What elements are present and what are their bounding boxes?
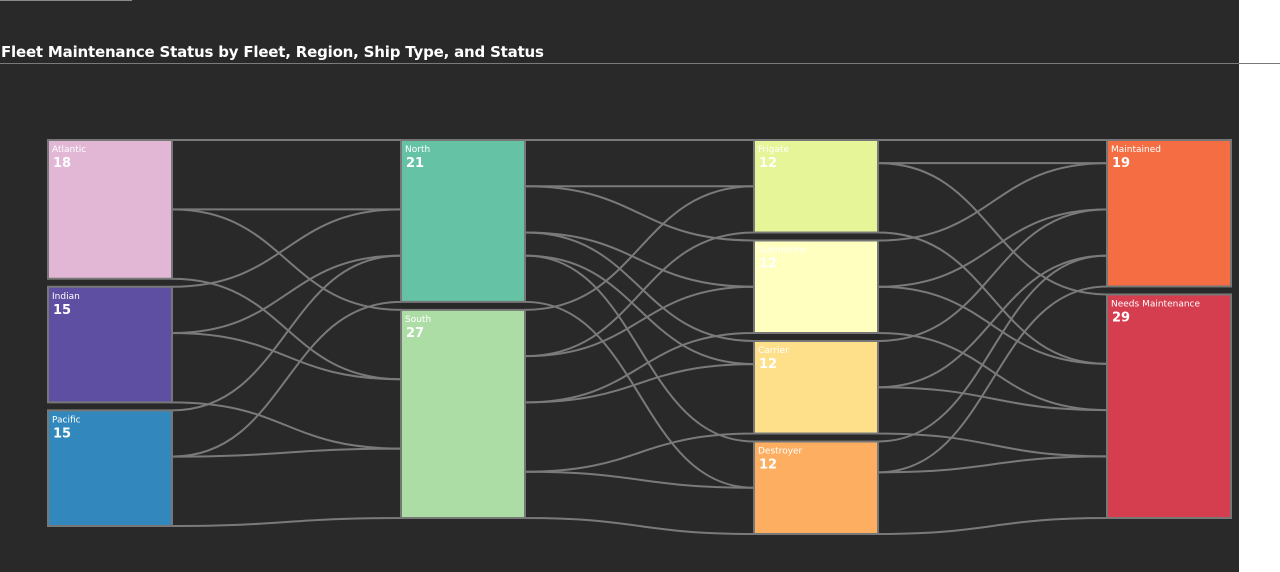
sankey-links bbox=[171, 139, 1108, 536]
node-rect-maintained[interactable] bbox=[1106, 139, 1232, 288]
node-label-maintained: Maintained bbox=[1111, 145, 1161, 155]
node-rect-atlantic[interactable] bbox=[47, 139, 173, 280]
node-label-carrier: Carrier bbox=[758, 346, 789, 356]
node-label-north: North bbox=[405, 145, 430, 155]
node-value-maintained: 19 bbox=[1112, 156, 1130, 171]
node-value-carrier: 12 bbox=[759, 357, 777, 372]
node-value-submarine: 12 bbox=[759, 257, 777, 272]
link-destroyer-needs[interactable] bbox=[877, 455, 1108, 536]
link-atlantic-north[interactable] bbox=[171, 139, 402, 211]
node-value-needs: 29 bbox=[1112, 310, 1130, 325]
node-rect-indian[interactable] bbox=[47, 285, 173, 404]
node-value-indian: 15 bbox=[53, 303, 71, 318]
title-divider bbox=[0, 63, 1280, 64]
sankey-nodes: Atlantic18Indian15Pacific15North21South2… bbox=[47, 139, 1232, 535]
link-destroyer-maintained[interactable] bbox=[877, 254, 1108, 474]
node-label-indian: Indian bbox=[52, 292, 80, 302]
chart-title: Fleet Maintenance Status by Fleet, Regio… bbox=[1, 43, 544, 61]
node-label-needs: Needs Maintenance bbox=[1111, 299, 1200, 309]
node-rect-needs[interactable] bbox=[1106, 293, 1232, 520]
link-indian-south[interactable] bbox=[171, 331, 402, 450]
link-carrier-needs[interactable] bbox=[877, 386, 1108, 458]
node-rect-carrier[interactable] bbox=[753, 340, 879, 435]
node-value-atlantic: 18 bbox=[53, 156, 71, 171]
link-submarine-maintained[interactable] bbox=[877, 162, 1108, 288]
node-label-destroyer: Destroyer bbox=[758, 447, 803, 457]
node-rect-submarine[interactable] bbox=[753, 239, 879, 334]
link-south-carrier[interactable] bbox=[524, 363, 755, 473]
link-north-frigate[interactable] bbox=[524, 139, 755, 188]
node-value-pacific: 15 bbox=[53, 426, 71, 441]
node-label-frigate: Frigate bbox=[758, 145, 789, 155]
top-tab-indicator bbox=[0, 0, 132, 1]
link-north-carrier[interactable] bbox=[524, 231, 755, 366]
link-frigate-needs[interactable] bbox=[877, 162, 1108, 365]
node-rect-pacific[interactable] bbox=[47, 409, 173, 527]
node-rect-north[interactable] bbox=[400, 139, 526, 303]
link-south-submarine[interactable] bbox=[524, 285, 755, 404]
link-south-frigate[interactable] bbox=[524, 185, 755, 358]
node-label-south: South bbox=[405, 315, 431, 325]
node-rect-south[interactable] bbox=[400, 308, 526, 519]
node-label-submarine: Submarine bbox=[758, 246, 807, 256]
link-pacific-south[interactable] bbox=[171, 447, 402, 528]
node-value-north: 21 bbox=[406, 156, 424, 171]
link-indian-north[interactable] bbox=[171, 208, 402, 335]
node-value-destroyer: 12 bbox=[759, 458, 777, 473]
node-rect-destroyer[interactable] bbox=[753, 440, 879, 535]
node-label-atlantic: Atlantic bbox=[52, 145, 86, 155]
node-value-frigate: 12 bbox=[759, 156, 777, 171]
node-rect-frigate[interactable] bbox=[753, 139, 879, 234]
node-value-south: 27 bbox=[406, 326, 424, 341]
node-label-pacific: Pacific bbox=[52, 415, 81, 425]
link-frigate-maintained[interactable] bbox=[877, 139, 1108, 165]
